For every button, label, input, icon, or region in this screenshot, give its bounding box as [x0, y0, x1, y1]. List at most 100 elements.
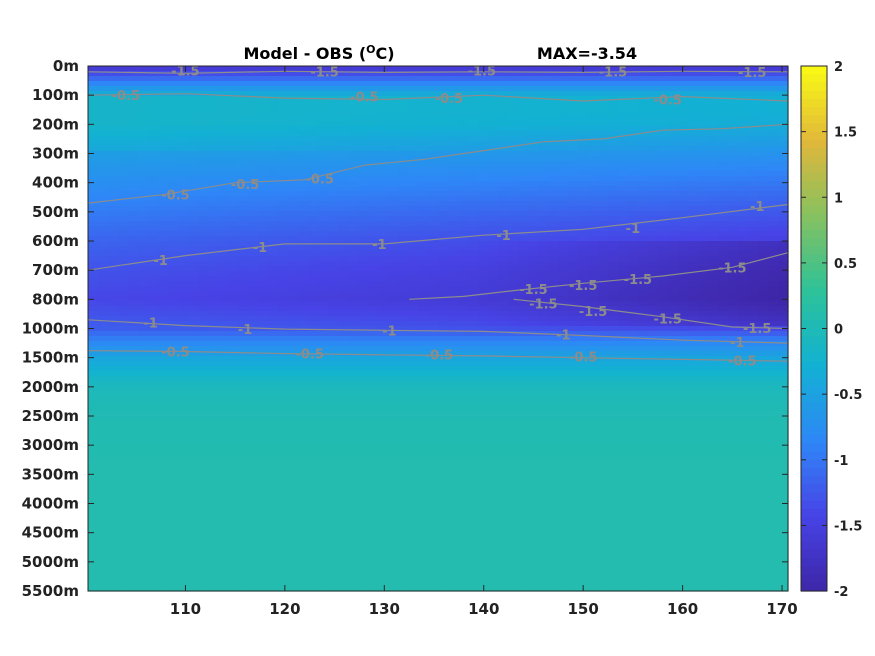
heatmap-cell	[118, 126, 129, 132]
heatmap-cell	[288, 126, 299, 132]
heatmap-cell	[598, 376, 609, 382]
heatmap-cell	[418, 291, 429, 297]
heatmap-cell	[718, 186, 729, 192]
heatmap-cell	[658, 91, 669, 97]
heatmap-cell	[98, 301, 109, 307]
heatmap-cell	[168, 391, 179, 397]
heatmap-cell	[588, 246, 599, 252]
heatmap-cell	[518, 156, 529, 162]
heatmap-cell	[638, 411, 649, 417]
heatmap-cell	[398, 271, 409, 277]
heatmap-cell	[118, 251, 129, 257]
heatmap-cell	[448, 141, 459, 147]
heatmap-cell	[168, 301, 179, 307]
heatmap-cell	[768, 161, 779, 167]
heatmap-cell	[128, 156, 139, 162]
heatmap-cell	[538, 226, 549, 232]
heatmap-cell	[268, 186, 279, 192]
heatmap-cell	[278, 91, 289, 97]
heatmap-cell	[218, 126, 229, 132]
heatmap-cell	[698, 326, 709, 332]
heatmap-cell	[98, 346, 109, 352]
heatmap-cell	[338, 276, 349, 282]
heatmap-cell	[408, 131, 419, 137]
heatmap-cell	[108, 206, 119, 212]
heatmap-cell	[378, 361, 389, 367]
heatmap-cell	[258, 226, 269, 232]
heatmap-cell	[548, 231, 559, 237]
heatmap-cell	[448, 131, 459, 137]
heatmap-cell	[618, 186, 629, 192]
heatmap-cell	[468, 141, 479, 147]
heatmap-cell	[378, 286, 389, 292]
heatmap-cell	[378, 341, 389, 347]
heatmap-cell	[718, 206, 729, 212]
heatmap-cell	[738, 156, 749, 162]
heatmap-cell	[658, 306, 669, 312]
heatmap-cell	[438, 221, 449, 227]
heatmap-cell	[208, 371, 219, 377]
heatmap-cell	[618, 91, 629, 97]
heatmap-cell	[558, 246, 569, 252]
heatmap-cell	[638, 316, 649, 322]
heatmap-cell	[148, 231, 159, 237]
heatmap-cell	[198, 101, 209, 107]
heatmap-cell	[758, 331, 769, 337]
heatmap-cell	[478, 81, 489, 87]
heatmap-cell	[708, 361, 719, 367]
heatmap-cell	[248, 361, 259, 367]
heatmap-cell	[208, 81, 219, 87]
heatmap-cell	[578, 176, 589, 182]
heatmap-cell	[98, 91, 109, 97]
heatmap-cell	[478, 86, 489, 92]
heatmap-cell	[488, 176, 499, 182]
heatmap-cell	[638, 111, 649, 117]
heatmap-cell	[518, 96, 529, 102]
heatmap-cell	[658, 256, 669, 262]
heatmap-cell	[518, 266, 529, 272]
heatmap-cell	[698, 211, 709, 217]
heatmap-cell	[718, 236, 729, 242]
heatmap-cell	[468, 186, 479, 192]
heatmap-cell	[648, 381, 659, 387]
heatmap-cell	[528, 301, 539, 307]
heatmap-cell	[98, 326, 109, 332]
heatmap-cell	[358, 256, 369, 262]
heatmap-cell	[298, 226, 309, 232]
heatmap-cell	[558, 206, 569, 212]
heatmap-cell	[288, 141, 299, 147]
heatmap-cell	[348, 301, 359, 307]
heatmap-cell	[418, 401, 429, 407]
heatmap-cell	[488, 161, 499, 167]
heatmap-cell	[348, 256, 359, 262]
heatmap-cell	[348, 191, 359, 197]
heatmap-cell	[608, 271, 619, 277]
heatmap-cell	[728, 326, 739, 332]
heatmap-cell	[438, 241, 449, 247]
heatmap-cell	[468, 201, 479, 207]
heatmap-cell	[438, 201, 449, 207]
heatmap-cell	[548, 336, 559, 342]
heatmap-cell	[778, 406, 789, 412]
heatmap-cell	[178, 121, 189, 127]
heatmap-cell	[718, 141, 729, 147]
heatmap-cell	[358, 296, 369, 302]
heatmap-cell	[158, 171, 169, 177]
heatmap-cell	[88, 96, 99, 102]
heatmap-cell	[578, 96, 589, 102]
heatmap-cell	[298, 276, 309, 282]
heatmap-cell	[108, 231, 119, 237]
heatmap-cell	[748, 86, 759, 92]
heatmap-cell	[148, 211, 159, 217]
heatmap-cell	[718, 271, 729, 277]
heatmap-cell	[368, 276, 379, 282]
heatmap-cell	[698, 201, 709, 207]
heatmap-cell	[118, 401, 129, 407]
heatmap-cell	[358, 361, 369, 367]
heatmap-cell	[568, 396, 579, 402]
heatmap-cell	[338, 381, 349, 387]
heatmap-cell	[628, 166, 639, 172]
heatmap-cell	[188, 421, 199, 427]
heatmap-cell	[228, 191, 239, 197]
heatmap-cell	[168, 366, 179, 372]
